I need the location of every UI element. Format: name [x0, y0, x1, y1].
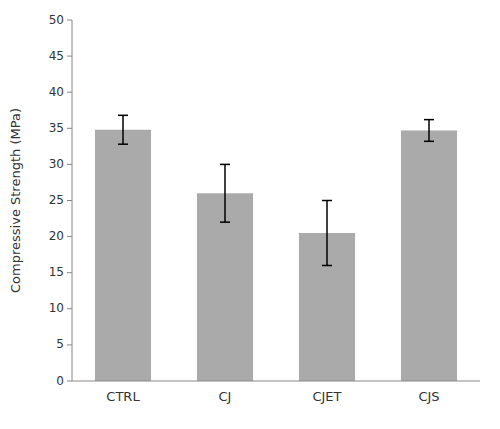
error-cap [118, 143, 128, 145]
y-tick [67, 56, 72, 57]
x-axis-line [72, 381, 480, 382]
y-tick [67, 381, 72, 382]
y-tick-label: 0 [56, 374, 64, 388]
error-bar [424, 120, 434, 142]
y-tick-label: 15 [49, 265, 64, 279]
chart-svg: 0 5 10 15 20 25 30 35 40 45 50 CTRL CJ CJET CJS Compres… [0, 0, 500, 429]
error-stem [428, 120, 430, 142]
x-tick-label: CJET [312, 389, 341, 404]
error-stem [122, 115, 124, 144]
y-tick-label: 25 [49, 193, 64, 207]
bar [401, 130, 457, 381]
y-tick [67, 92, 72, 93]
y-tick-label: 10 [49, 301, 64, 315]
chart-container: 0 5 10 15 20 25 30 35 40 45 50 CTRL CJ CJET CJS Compres… [0, 0, 500, 429]
y-tick-label: 35 [49, 121, 64, 135]
error-bar [322, 201, 332, 266]
error-bar [118, 115, 128, 144]
error-stem [224, 164, 226, 222]
y-tick [67, 200, 72, 201]
y-tick-label: 45 [49, 49, 64, 63]
y-tick [67, 20, 72, 21]
y-tick-label: 30 [49, 157, 64, 171]
error-cap [424, 119, 434, 121]
x-tick-label: CJS [418, 389, 439, 404]
bar [95, 130, 151, 381]
y-tick [67, 236, 72, 237]
error-cap [322, 265, 332, 267]
y-tick-label: 40 [49, 85, 64, 99]
y-tick [67, 344, 72, 345]
y-tick-label: 5 [56, 337, 64, 351]
y-tick [67, 308, 72, 309]
y-axis-line [72, 20, 73, 381]
y-tick [67, 164, 72, 165]
x-tick-label: CJ [219, 389, 232, 404]
error-stem [326, 201, 328, 266]
error-cap [220, 221, 230, 223]
bars [95, 115, 457, 381]
error-bar [220, 164, 230, 222]
y-axis-label: Compressive Strength (MPa) [8, 108, 23, 293]
y-tick [67, 128, 72, 129]
error-cap [424, 141, 434, 143]
error-cap [220, 164, 230, 166]
y-tick-label: 50 [49, 13, 64, 27]
error-cap [118, 115, 128, 117]
y-tick-label: 20 [49, 229, 64, 243]
x-tick-label: CTRL [106, 389, 140, 404]
bar [197, 193, 253, 381]
y-tick [67, 272, 72, 273]
error-cap [322, 200, 332, 202]
